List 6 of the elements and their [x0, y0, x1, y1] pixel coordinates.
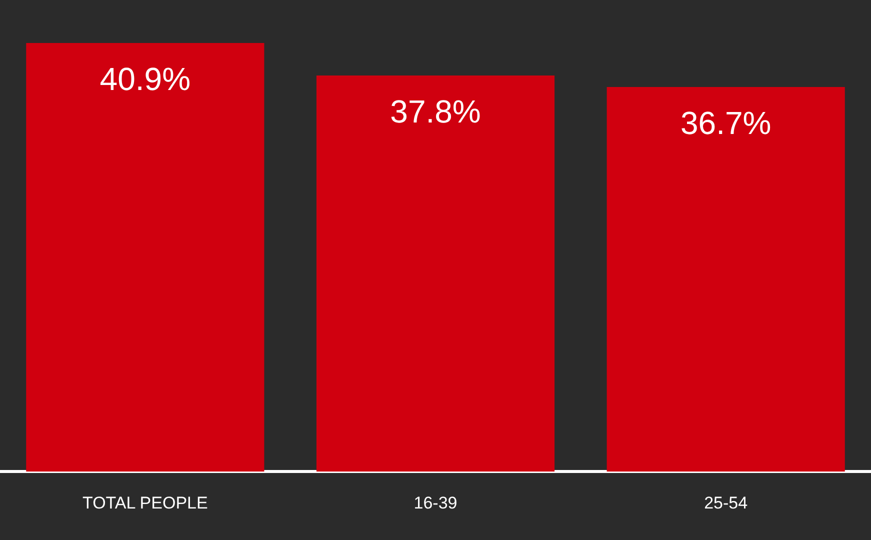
data-label: 36.7%	[680, 104, 772, 141]
x-tick-label: 16-39	[414, 493, 458, 512]
data-label: 37.8%	[390, 93, 481, 130]
x-tick-label: TOTAL PEOPLE	[82, 493, 208, 512]
data-label: 40.9%	[100, 60, 191, 97]
x-tick-label: 25-54	[704, 493, 748, 512]
